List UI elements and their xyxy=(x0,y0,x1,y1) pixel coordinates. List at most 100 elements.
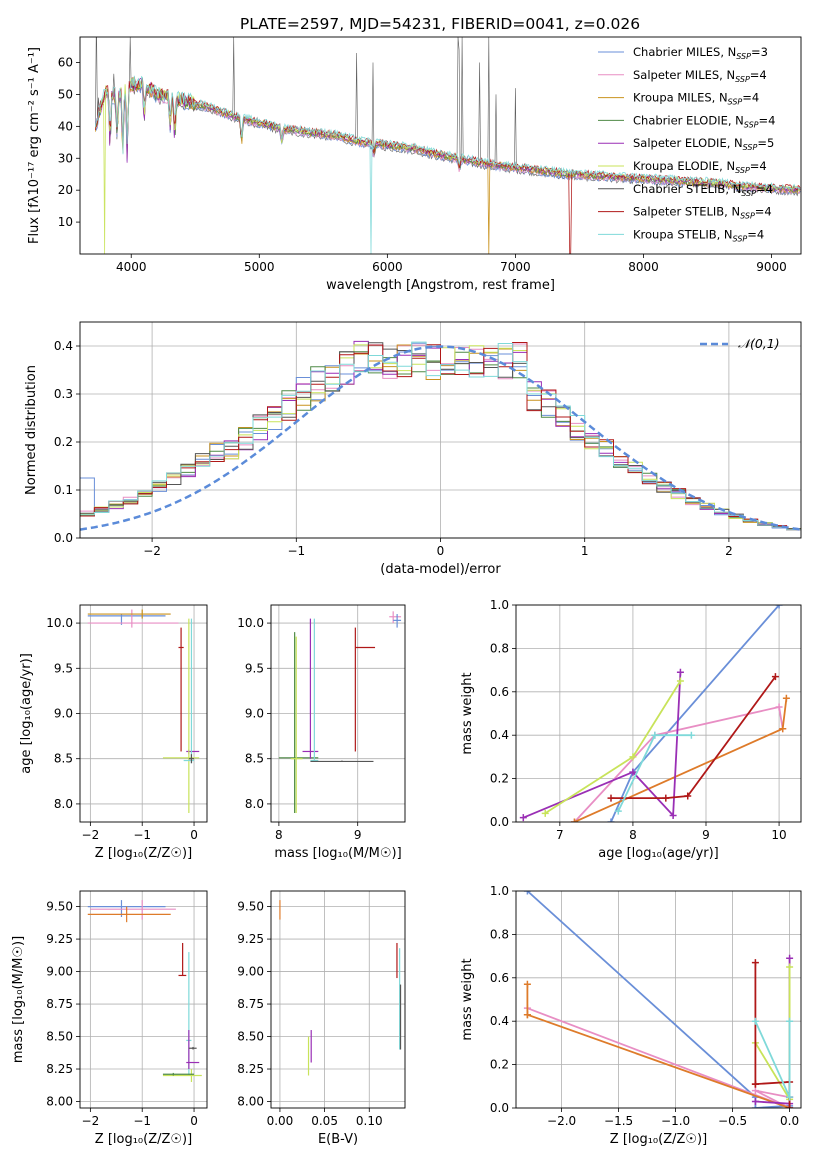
y-tick-label: 8.00 xyxy=(237,1095,264,1109)
plot-area xyxy=(87,609,200,813)
axes-weight-vs-age: 7 8 9 10 0.0 0.2 0.4 0.6 0.8 1.0 age [log₁₀(age/yr… xyxy=(460,598,802,861)
x-tick-label: 1 xyxy=(581,544,589,558)
y-tick-label: 8.50 xyxy=(237,1030,264,1044)
weight-marker xyxy=(786,1104,794,1108)
axes-spectrum: 4000 5000 6000 7000 8000 9000 10 20 30 40 50 60 wave… xyxy=(27,36,802,293)
y-tick-label: 8.5 xyxy=(245,752,264,766)
y-tick-label: 0.1 xyxy=(54,483,73,497)
x-tick-label: 0 xyxy=(437,544,445,558)
y-tick-label: 8.25 xyxy=(46,1062,73,1076)
weight-marker xyxy=(786,954,794,962)
y-tick-label: 9.25 xyxy=(46,932,73,946)
weight-marker xyxy=(676,677,684,685)
x-tick-label: 8 xyxy=(629,828,637,842)
spectrum-legend: Chabrier MILES, NSSP=3 Salpeter MILES, NS… xyxy=(598,45,775,243)
legend-label: Salpeter STELIB, NSSP=4 xyxy=(633,205,772,221)
x-tick-label: −2 xyxy=(143,544,161,558)
y-tick-label: 0.0 xyxy=(54,531,73,545)
y-tick-label: 0.6 xyxy=(490,685,509,699)
x-tick-label: 6000 xyxy=(372,260,403,274)
y-axis-label: mass weight xyxy=(460,958,475,1040)
y-tick-label: 8.00 xyxy=(46,1095,73,1109)
y-tick-label: 0.0 xyxy=(490,815,509,829)
weight-marker xyxy=(775,703,783,711)
weight-marker xyxy=(751,959,759,967)
y-tick-label: 0.2 xyxy=(490,1058,509,1072)
x-tick-label: 7 xyxy=(556,828,564,842)
histogram-step xyxy=(80,342,801,530)
plot-area xyxy=(519,605,790,822)
y-tick-label: 30 xyxy=(58,151,73,165)
weight-marker xyxy=(541,809,549,817)
y-tick-label: 8.25 xyxy=(237,1062,264,1076)
x-axis-label: Z [log₁₀(Z/Z☉)] xyxy=(95,846,192,861)
y-tick-label: 8.5 xyxy=(54,752,73,766)
spectrum-line xyxy=(95,75,801,254)
weight-marker xyxy=(519,814,527,822)
legend-label: Salpeter MILES, NSSP=4 xyxy=(633,68,767,84)
x-tick-label: 9 xyxy=(354,828,362,842)
x-tick-label: 9 xyxy=(702,828,710,842)
weight-marker xyxy=(751,1104,759,1108)
y-tick-label: 9.0 xyxy=(54,707,73,721)
x-axis-label: (data-model)/error xyxy=(380,562,501,577)
weight-marker xyxy=(751,1017,759,1025)
figure-title: PLATE=2597, MJD=54231, FIBERID=0041, z=0… xyxy=(240,15,640,33)
legend-label: Chabrier MILES, NSSP=3 xyxy=(633,45,768,61)
weight-marker xyxy=(684,792,692,800)
normal-curve xyxy=(80,345,801,531)
legend-label-normal: 𝒩(0,1) xyxy=(738,336,780,351)
weight-marker xyxy=(786,1017,794,1025)
weight-marker xyxy=(786,1093,794,1101)
axes-age-vs-mass: 8 9 8.0 8.5 9.0 9.5 10.0 mass [log₁₀(M/M☉)] xyxy=(237,604,406,861)
weight-marker xyxy=(523,980,531,988)
y-tick-label: 8.75 xyxy=(46,997,73,1011)
y-tick-label: 40 xyxy=(58,119,73,133)
y-tick-label: 0.4 xyxy=(490,728,509,742)
y-tick-label: 9.5 xyxy=(54,661,73,675)
x-tick-label: 10 xyxy=(771,828,786,842)
weight-marker xyxy=(779,725,787,733)
legend-label: Kroupa MILES, NSSP=4 xyxy=(633,91,759,107)
y-tick-label: 10.0 xyxy=(237,616,264,630)
y-axis-label: Flux [fλ10⁻¹⁷ erg cm⁻² s⁻¹ A⁻¹] xyxy=(27,47,42,244)
weight-marker xyxy=(523,1011,531,1019)
y-tick-label: 9.00 xyxy=(237,965,264,979)
x-tick-label: 0.0 xyxy=(780,1114,799,1128)
histogram-step xyxy=(80,341,801,531)
x-axis-label: E(B-V) xyxy=(318,1132,358,1147)
y-tick-label: 9.5 xyxy=(245,661,264,675)
weight-marker xyxy=(771,673,779,681)
y-tick-label: 0.8 xyxy=(490,927,509,941)
weight-marker xyxy=(607,818,615,822)
weight-line xyxy=(527,1007,791,1108)
x-tick-label: −2 xyxy=(82,1114,100,1128)
weight-line xyxy=(573,705,784,822)
y-tick-label: 9.00 xyxy=(46,965,73,979)
axes-mass-vs-z: −2 −1 0 8.00 8.25 8.50 8.75 9.00 9.25 9.50 Z [log₁… xyxy=(11,890,208,1147)
weight-marker xyxy=(751,1080,759,1088)
plot-area xyxy=(278,611,402,813)
axes-frame xyxy=(515,604,802,823)
y-tick-label: 9.25 xyxy=(237,932,264,946)
y-tick-label: 8.0 xyxy=(54,797,73,811)
y-tick-label: 8.0 xyxy=(245,797,264,811)
y-tick-label: 0.0 xyxy=(490,1101,509,1115)
axes-weight-vs-z: −2.0 −1.5 −1.0 −0.5 0.0 0.0 0.2 0.4 0.6 0.8 1.0 Z [… xyxy=(460,884,802,1147)
x-axis-label: Z [log₁₀(Z/Z☉)] xyxy=(610,1132,707,1147)
x-tick-label: −2 xyxy=(82,828,100,842)
plot-area xyxy=(80,340,801,531)
x-tick-label: 4000 xyxy=(116,260,147,274)
y-tick-label: 0.2 xyxy=(490,772,509,786)
y-axis-label: mass weight xyxy=(460,672,475,754)
weight-marker xyxy=(570,818,578,822)
x-tick-label: 0.00 xyxy=(267,1114,294,1128)
weight-marker xyxy=(775,605,783,609)
axes-residual-histogram: −2 −1 0 1 2 0.0 0.1 0.2 0.3 0.4 (data-model)/error… xyxy=(24,321,802,577)
legend-label: Salpeter ELODIE, NSSP=5 xyxy=(633,136,774,152)
weight-line xyxy=(526,984,790,1108)
x-tick-label: 7000 xyxy=(500,260,531,274)
weight-marker xyxy=(786,963,794,971)
x-tick-label: 9000 xyxy=(756,260,787,274)
